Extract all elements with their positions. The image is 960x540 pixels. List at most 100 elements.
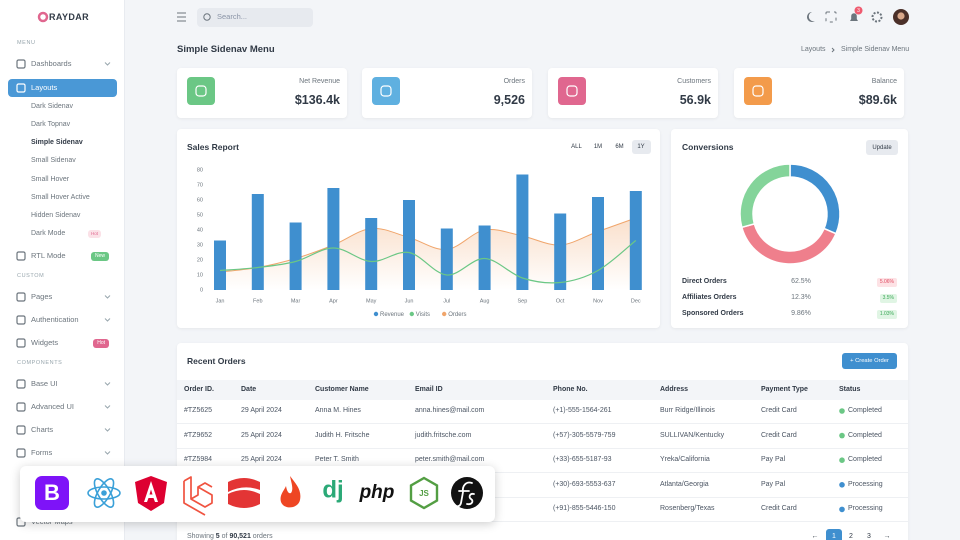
column-header: Order ID. xyxy=(184,386,214,393)
stat-label: Net Revenue xyxy=(299,78,340,85)
search-placeholder: Search... xyxy=(217,12,248,21)
table-cell: (+33)-655-5187-93 xyxy=(553,456,612,464)
status-text: Processing xyxy=(848,480,883,488)
table-cell: (+1)-555-1564-261 xyxy=(553,407,612,414)
chart-title: Sales Report xyxy=(187,142,239,152)
row-divider xyxy=(177,472,908,474)
table-cell: (+57)-305-5579-759 xyxy=(553,431,616,439)
stat-icon-bg xyxy=(372,77,400,105)
submenu-item[interactable]: Dark Sidenav xyxy=(31,103,74,110)
range-button[interactable] xyxy=(631,140,651,154)
conversion-value: 12.3% xyxy=(791,294,811,301)
menu-heading: COMPONENTS xyxy=(17,360,63,366)
table-cell: Atlanta/Georgia xyxy=(660,480,709,488)
column-header: Status xyxy=(839,386,861,393)
table-cell: Credit Card xyxy=(761,407,797,414)
status-text: Completed xyxy=(848,431,882,439)
chart-title: Conversions xyxy=(682,142,734,152)
column-header: Email ID xyxy=(415,386,443,393)
range-label: 6M xyxy=(615,144,624,150)
row-divider xyxy=(177,447,908,449)
menu-item[interactable]: Forms xyxy=(31,448,53,457)
column-header: Address xyxy=(660,386,689,393)
range-button[interactable] xyxy=(610,140,629,154)
submenu-item[interactable]: Dark Topnav xyxy=(31,121,71,128)
menu-item[interactable]: Pages xyxy=(31,292,53,301)
stat-value: 9,526 xyxy=(493,93,525,107)
menu-heading: MENU xyxy=(17,40,36,46)
submenu-item[interactable]: Small Sidenav xyxy=(31,157,76,164)
table-cell: #TZ5984 xyxy=(184,456,213,464)
table-cell: 25 April 2024 xyxy=(241,456,282,464)
page-link[interactable]: 1 xyxy=(832,533,836,540)
conversion-label: Affiliates Orders xyxy=(682,294,737,301)
footer-text: 5 xyxy=(215,533,220,540)
conversion-change: 5.06% xyxy=(876,277,897,287)
menu-item[interactable]: Dashboards xyxy=(31,59,72,68)
table-cell: peter.smith@mail.com xyxy=(415,456,485,464)
table-cell: anna.hines@mail.com xyxy=(415,407,485,414)
search-box[interactable] xyxy=(197,8,313,27)
table-cell: (+91)-855-5446-150 xyxy=(553,505,616,513)
stat-label: Balance xyxy=(871,78,897,85)
conversion-change: 3.5% xyxy=(879,293,897,303)
table-cell: 25 April 2024 xyxy=(241,431,282,439)
menu-item[interactable]: Base UI xyxy=(31,379,58,388)
table-cell: SULLIVAN/Kentucky xyxy=(660,431,725,439)
table-header-bg xyxy=(177,380,908,400)
card-title: Recent Orders xyxy=(187,356,246,366)
breadcrumb: Simple Sidenav Menu xyxy=(841,46,910,53)
table-cell: 29 April 2024 xyxy=(241,407,282,414)
range-button[interactable] xyxy=(588,140,608,154)
update-button[interactable] xyxy=(866,140,898,155)
sales-report-card xyxy=(177,129,660,328)
footer-text: of xyxy=(219,533,230,540)
page-link[interactable]: 2 xyxy=(849,533,853,540)
conversion-value: 62.5% xyxy=(791,278,811,285)
menu-item[interactable]: Advanced UI xyxy=(31,402,74,411)
menu-item-active-bg xyxy=(8,79,117,97)
table-cell: Pay Pal xyxy=(761,480,786,488)
range-button[interactable] xyxy=(567,140,586,154)
table-cell: Peter T. Smith xyxy=(315,456,359,464)
table-cell: Anna M. Hines xyxy=(315,407,361,414)
page-link[interactable]: 3 xyxy=(867,533,871,540)
table-cell: judith.fritsche.com xyxy=(415,431,472,439)
tech-overlay xyxy=(20,466,495,522)
conversion-change: 1.03% xyxy=(876,309,897,319)
menu-item[interactable]: Authentication xyxy=(31,315,79,324)
breadcrumb[interactable]: Layouts xyxy=(801,46,826,53)
submenu-item[interactable]: Simple Sidenav xyxy=(31,139,83,146)
menu-item[interactable]: Layouts xyxy=(31,83,58,92)
menu-item[interactable]: Charts xyxy=(31,425,54,434)
submenu-item[interactable]: Hidden Sidenav xyxy=(31,212,81,219)
page-title: Simple Sidenav Menu xyxy=(177,44,275,55)
footer-text: orders xyxy=(250,533,273,540)
brand: RAYDAR xyxy=(49,12,90,22)
menu-item[interactable]: Widgets xyxy=(31,338,59,347)
stat-icon-bg xyxy=(744,77,772,105)
stat-value: 56.9k xyxy=(679,93,711,107)
menu-item[interactable]: RTL Mode xyxy=(31,251,66,260)
create-order-button[interactable] xyxy=(842,353,897,369)
footer-text: 90,521 xyxy=(229,533,251,540)
status-text: Processing xyxy=(848,505,883,513)
stat-icon-bg xyxy=(187,77,215,105)
menu-badge: New xyxy=(90,251,109,261)
conversion-label: Direct Orders xyxy=(682,278,727,285)
page-link[interactable]: → xyxy=(883,533,891,540)
stat-label: Orders xyxy=(503,78,525,85)
table-cell: Credit Card xyxy=(761,505,797,513)
footer-text: Showing xyxy=(187,533,216,540)
stat-value: $136.4k xyxy=(294,93,340,107)
row-divider xyxy=(177,521,908,523)
submenu-badge: Hot xyxy=(88,230,102,238)
create-order-label: + Create Order xyxy=(850,358,889,364)
submenu-item[interactable]: Dark Mode xyxy=(31,230,66,237)
stat-label: Customers xyxy=(677,78,711,85)
submenu-item[interactable]: Small Hover Active xyxy=(31,194,90,201)
submenu-item[interactable]: Small Hover xyxy=(31,176,70,183)
status-text: Completed xyxy=(848,407,882,414)
page-link[interactable]: ← xyxy=(811,533,819,540)
